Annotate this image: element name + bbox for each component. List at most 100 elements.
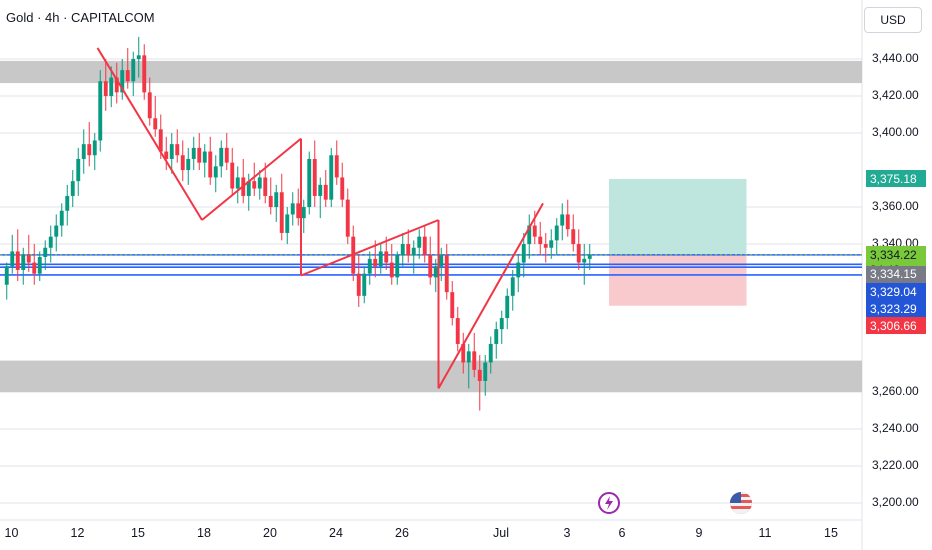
candle-body (70, 181, 75, 196)
stop-loss-zone (609, 254, 747, 306)
candle-body (488, 343, 493, 363)
dividend-event-icon[interactable] (598, 492, 620, 514)
time-axis-label: 24 (329, 526, 343, 540)
candle-body (378, 251, 383, 267)
candle-body (455, 318, 460, 344)
candle-body (422, 236, 427, 256)
candle-body (307, 158, 312, 208)
candle-body (175, 144, 180, 156)
price-tag: 3,329.04 (866, 283, 926, 301)
candle-body (65, 195, 70, 211)
candle-body (81, 144, 86, 159)
candle-body (516, 262, 521, 278)
candle-body (48, 236, 53, 248)
time-axis-label: 11 (758, 526, 772, 540)
candle-body (4, 266, 9, 285)
take-profit-zone (609, 178, 747, 255)
price-tag: 3,334.15 (866, 265, 926, 283)
candle-body (395, 255, 400, 278)
candle-body (582, 258, 587, 263)
price-axis-label: 3,400.00 (872, 125, 919, 140)
candle-body (439, 255, 444, 267)
time-axis-label: 15 (131, 526, 145, 540)
price-tag: 3,323.29 (866, 300, 926, 318)
candle-body (268, 195, 273, 208)
currency-button[interactable]: USD (864, 7, 922, 33)
candle-body (21, 255, 26, 270)
time-axis-label: 18 (197, 526, 211, 540)
price-axis-label: 3,440.00 (872, 51, 919, 66)
candle-body (499, 318, 504, 330)
us-flag-event-icon[interactable] (730, 492, 752, 514)
candle-body (554, 225, 559, 241)
candle-body (400, 244, 405, 256)
candle-body (125, 70, 130, 82)
candle-body (389, 262, 394, 278)
candle-body (477, 369, 482, 381)
support-resistance-zone (0, 360, 862, 393)
candle-body (367, 258, 372, 274)
candle-body (532, 225, 537, 237)
pattern-line (201, 137, 302, 221)
candle-body (153, 118, 158, 130)
candle-body (560, 214, 565, 226)
candle-body (191, 147, 196, 159)
price-axis-label: 3,220.00 (872, 458, 919, 473)
symbol-title: Gold · 4h · CAPITALCOM (6, 10, 155, 25)
candle-body (43, 247, 48, 257)
candle-body (312, 158, 317, 196)
candle-body (87, 144, 92, 156)
candle-body (59, 210, 64, 226)
candle-body (472, 351, 477, 370)
candle-body (109, 77, 114, 97)
price-axis-label: 3,260.00 (872, 384, 919, 399)
candle-body (98, 81, 103, 141)
candle-body (329, 155, 334, 200)
candle-body (549, 240, 554, 248)
candle-body (202, 151, 207, 163)
candle-body (92, 140, 97, 156)
price-tag: 3,306.66 (866, 317, 926, 335)
candle-body (180, 155, 185, 171)
candle-body (505, 295, 510, 319)
candle-body (32, 262, 37, 274)
support-resistance-zone (0, 60, 862, 84)
candle-body (384, 251, 389, 263)
candle-body (417, 236, 422, 248)
candle-body (461, 343, 466, 363)
candle-body (213, 166, 218, 178)
candle-body (285, 214, 290, 233)
candle-body (158, 129, 163, 152)
candle-body (433, 266, 438, 278)
time-axis-label: Jul (493, 526, 509, 540)
candle-body (186, 158, 191, 171)
pattern-line (300, 219, 439, 277)
candle-body (224, 147, 229, 163)
time-axis-label: 20 (263, 526, 277, 540)
price-tag: 3,334.22 (866, 246, 926, 264)
candle-body (252, 181, 257, 189)
candle-body (15, 251, 20, 270)
price-axis-label: 3,240.00 (872, 421, 919, 436)
time-axis-label: 9 (695, 526, 703, 540)
candle-body (169, 144, 174, 159)
candle-body (527, 225, 532, 245)
candle-body (521, 244, 526, 263)
candle-body (142, 55, 147, 93)
candle-body (230, 162, 235, 189)
time-axis-label: 3 (563, 526, 571, 540)
candle-body (164, 151, 169, 159)
candle-body (538, 236, 543, 245)
candle-body (26, 255, 31, 263)
candle-body (483, 362, 488, 381)
candle-body (257, 177, 262, 189)
candle-body (345, 199, 350, 237)
candle-body (235, 177, 240, 189)
candle-body (373, 258, 378, 267)
price-axis-label: 3,360.00 (872, 199, 919, 214)
price-tag: 3,375.18 (866, 170, 926, 188)
candle-body (136, 55, 141, 60)
candle-body (334, 155, 339, 178)
